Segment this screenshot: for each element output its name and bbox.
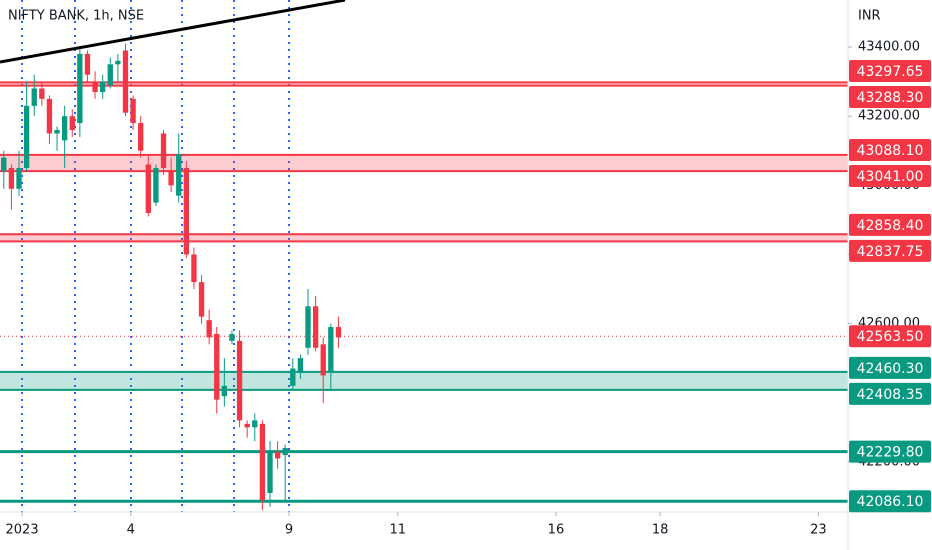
x-tick-label: 18 (652, 523, 669, 538)
zone (0, 371, 848, 390)
x-tick-label: 16 (548, 523, 565, 538)
candle-body (312, 306, 319, 348)
x-tick-label: 9 (285, 523, 293, 538)
candle-body (244, 423, 250, 428)
candle-body (69, 116, 75, 130)
candle-body (191, 254, 197, 283)
candle-body (206, 320, 212, 338)
price-label-box (849, 60, 931, 83)
price-label-box (849, 239, 931, 262)
candle-body (274, 451, 281, 459)
candle-body (153, 168, 159, 203)
candle-body (16, 168, 22, 189)
candle-body (183, 168, 189, 255)
price-label-box (849, 213, 931, 236)
candle-body (23, 105, 30, 169)
candle-body (8, 168, 15, 189)
candle-body (328, 327, 334, 372)
candle-body (130, 98, 136, 124)
trend-line (0, 0, 346, 64)
x-tick-label: 11 (389, 523, 406, 538)
x-tick-label: 4 (127, 523, 135, 538)
candle-body (92, 81, 98, 92)
candle-body (297, 358, 304, 372)
candle-body (221, 385, 228, 397)
candle-body (107, 64, 113, 86)
candle-body (61, 116, 68, 141)
candle-body (100, 81, 106, 92)
candle-body (305, 306, 311, 348)
candle-body (198, 282, 205, 317)
candle-body (84, 53, 91, 75)
candle-body (252, 420, 258, 428)
candle-body (77, 53, 83, 124)
x-tick-label: 23 (810, 523, 827, 538)
price-label-box (849, 356, 931, 379)
price-label: 43297.65 (857, 64, 924, 80)
price-label-box (849, 325, 931, 348)
price-label: 43088.10 (857, 143, 924, 159)
candle-body (160, 133, 167, 169)
candle-body (176, 154, 182, 196)
candle-body (46, 98, 53, 134)
candle-body (145, 164, 151, 213)
candle-body (138, 123, 144, 151)
chart-title: NIFTY BANK, 1h, NSE (8, 9, 144, 24)
price-label-box (849, 440, 931, 463)
price-label: 42408.35 (857, 387, 924, 403)
candle-body (122, 50, 129, 113)
candle-body (259, 423, 266, 500)
time-axis (0, 512, 848, 550)
price-label-box (849, 86, 931, 109)
price-label-box (849, 138, 931, 161)
candle-body (39, 88, 45, 99)
price-label: 42858.40 (857, 218, 924, 234)
x-tick-label: 2023 (6, 523, 39, 538)
candle-body (335, 327, 342, 338)
candle-body (290, 368, 296, 386)
candle-body (214, 333, 220, 400)
candle-body (54, 129, 60, 134)
zone (0, 154, 848, 172)
price-label-box (849, 490, 931, 513)
price-label: 43288.30 (857, 90, 924, 106)
price-label: 42837.75 (857, 244, 924, 260)
candle-body (320, 344, 326, 376)
zone (0, 82, 848, 86)
candle-body (115, 60, 121, 65)
y-tick-label: 43200.00 (858, 109, 920, 124)
candle-body (267, 451, 273, 493)
candle-body (236, 340, 243, 421)
price-label-box (849, 164, 931, 187)
price-label: 42460.30 (857, 361, 924, 377)
candle-body (1, 157, 7, 172)
currency-label: INR (858, 9, 881, 24)
candle-body (31, 88, 37, 106)
candle-body (282, 448, 288, 455)
candle-body (168, 171, 174, 186)
price-label: 42086.10 (857, 494, 924, 510)
zone (0, 234, 848, 242)
y-tick-label: 43400.00 (858, 40, 920, 55)
price-label: 43041.00 (857, 169, 924, 185)
price-label: 42563.50 (857, 329, 924, 345)
candle-body (229, 333, 235, 341)
price-label: 42229.80 (857, 445, 924, 461)
price-label-box (849, 382, 931, 405)
